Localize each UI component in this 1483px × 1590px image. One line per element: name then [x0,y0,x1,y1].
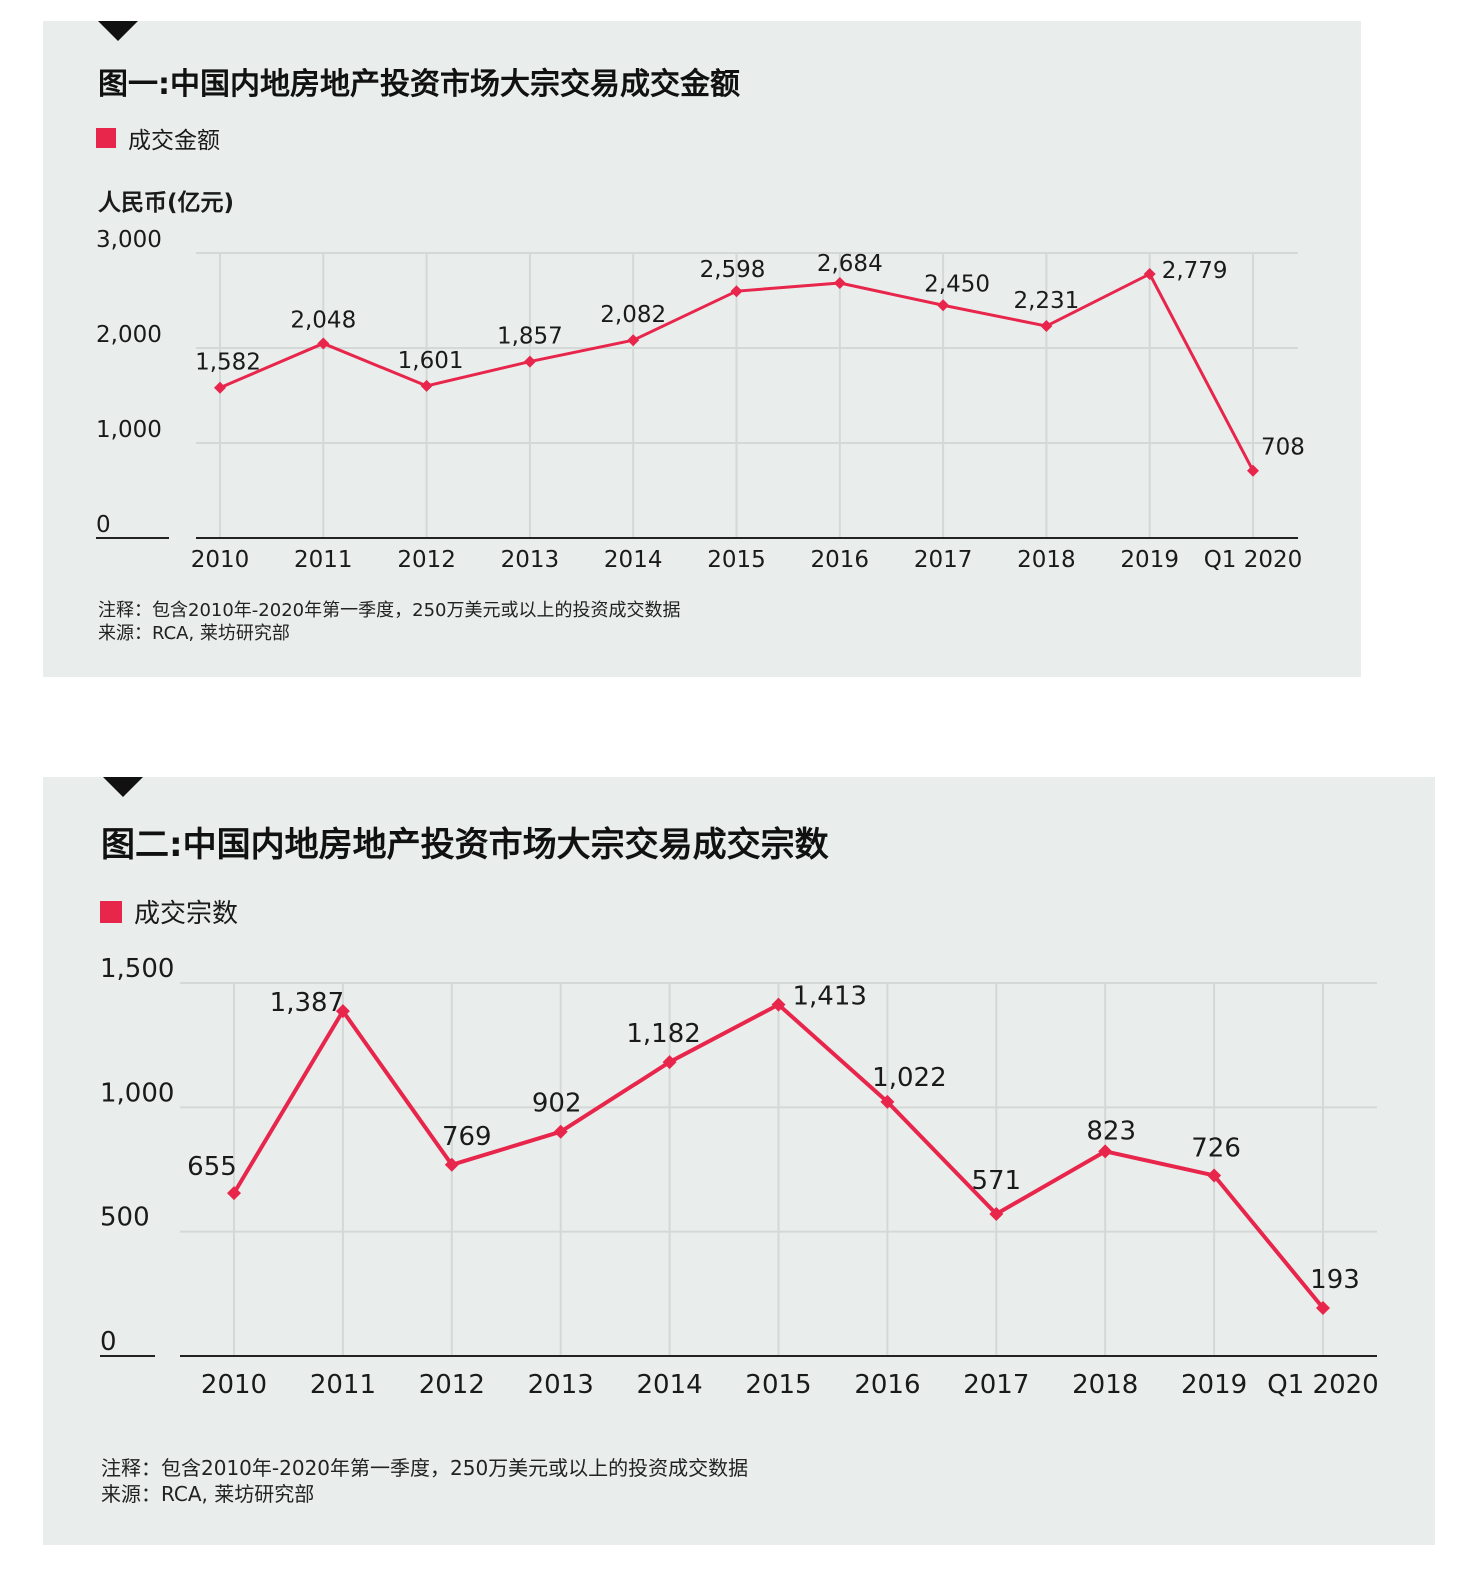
chart-panel-amount: 图一:中国内地房地产投资市场大宗交易成交金额 成交金额 人民币(亿元) 0 1,0… [43,21,1361,677]
line-chart-amount: 0 1,000 2,000 3,000 2010 2011 2012 2013 2014 2015… [96,227,1305,573]
y-tick-label: 1,000 [96,417,162,443]
y-tick-label: 1,500 [100,954,174,984]
y-tick-label: 500 [100,1203,150,1233]
note-text: 注释：包含2010年-2020年第一季度，250万美元或以上的投资成交数据 [98,600,681,621]
data-point [771,997,786,1012]
x-tick-label: 2019 [1120,547,1179,573]
data-label: 1,022 [872,1063,946,1093]
data-point [1247,464,1259,477]
data-point [335,1004,350,1019]
data-point [627,334,640,347]
data-point [1040,320,1053,333]
x-tick-label: 2011 [294,547,353,573]
data-point [420,379,433,392]
data-label: 2,684 [817,251,883,277]
x-tick-label: Q1 2020 [1267,1370,1378,1400]
x-tick-label: 2018 [1072,1370,1138,1400]
data-label: 1,387 [270,988,344,1018]
data-label: 823 [1086,1116,1136,1146]
data-label: 902 [532,1089,582,1119]
x-tick-label: 2010 [201,1370,267,1400]
x-tick-label: 2015 [707,547,766,573]
x-tick-label: 2010 [191,547,250,573]
x-tick-label: 2017 [914,547,973,573]
data-label: 193 [1310,1265,1360,1295]
data-label: 708 [1261,435,1305,461]
source-text: 来源：RCA, 莱坊研究部 [98,623,290,645]
data-point [214,381,226,394]
data-point [880,1094,895,1109]
data-label: 726 [1191,1133,1241,1163]
data-label: 1,601 [398,348,464,374]
note-text: 注释：包含2010年-2020年第一季度，250万美元或以上的投资成交数据 [101,1456,749,1480]
chart-title: 图二:中国内地房地产投资市场大宗交易成交宗数 [101,825,829,865]
legend-label: 成交金额 [128,128,220,154]
y-tick-label: 2,000 [96,322,162,348]
data-label: 2,231 [1013,288,1079,314]
x-tick-label: 2015 [745,1370,811,1400]
data-label: 769 [442,1122,492,1152]
y-axis-label: 人民币(亿元) [98,190,235,216]
x-tick-label: 2014 [637,1370,703,1400]
chart-title: 图一:中国内地房地产投资市场大宗交易成交金额 [98,67,740,102]
data-label: 1,182 [626,1019,700,1049]
data-point [662,1055,677,1070]
data-point [730,285,743,298]
data-label: 2,082 [600,302,666,328]
legend-label: 成交宗数 [134,899,239,929]
data-label: 655 [187,1152,237,1182]
data-label: 2,048 [290,307,356,333]
data-point [1207,1168,1222,1183]
data-point [1098,1144,1113,1159]
data-point [1143,267,1156,280]
data-point [444,1157,459,1172]
data-label: 571 [971,1166,1021,1196]
data-label: 1,413 [793,982,867,1012]
x-tick-label: 2011 [310,1370,376,1400]
data-point [937,299,950,312]
data-point [989,1207,1004,1222]
x-tick-label: 2013 [528,1370,594,1400]
y-tick-label: 1,000 [100,1078,174,1108]
line-chart-count: 0 500 1,000 1,500 2010 2011 2012 2013 2014 2015 20… [100,954,1379,1400]
data-point [833,277,846,290]
legend: 成交金额 [96,121,220,155]
y-tick-label: 3,000 [96,227,162,253]
x-tick-label: 2016 [811,547,870,573]
data-point [1316,1301,1330,1316]
legend: 成交宗数 [100,893,238,930]
legend-swatch [96,128,116,148]
x-tick-label: 2016 [854,1370,920,1400]
source-text: 来源：RCA, 莱坊研究部 [101,1482,315,1506]
x-tick-label: 2014 [604,547,663,573]
x-tick-label: 2012 [397,547,456,573]
chart-notes: 注释：包含2010年-2020年第一季度，250万美元或以上的投资成交数据 来源… [98,599,680,646]
data-point [553,1124,568,1139]
chart-notes: 注释：包含2010年-2020年第一季度，250万美元或以上的投资成交数据 来源… [101,1455,748,1507]
triangle-marker-icon [103,777,143,797]
data-point [317,337,330,350]
data-point [227,1186,241,1201]
x-tick-label: Q1 2020 [1204,547,1303,573]
chart-panel-count: 图二:中国内地房地产投资市场大宗交易成交宗数 成交宗数 0 500 1,000 1,5… [43,777,1435,1545]
y-tick-label: 0 [96,512,111,538]
x-tick-label: 2012 [419,1370,485,1400]
data-label: 2,598 [700,257,766,283]
triangle-marker-icon [98,21,138,41]
x-tick-label: 2013 [501,547,560,573]
data-point [523,355,536,368]
data-label: 1,857 [497,324,563,350]
data-label: 2,779 [1162,258,1228,284]
data-label: 1,582 [195,350,261,376]
data-label: 2,450 [924,271,990,297]
legend-swatch [100,900,122,923]
x-tick-label: 2019 [1181,1370,1247,1400]
x-tick-label: 2017 [963,1370,1029,1400]
x-tick-label: 2018 [1017,547,1076,573]
y-tick-label: 0 [100,1327,117,1357]
